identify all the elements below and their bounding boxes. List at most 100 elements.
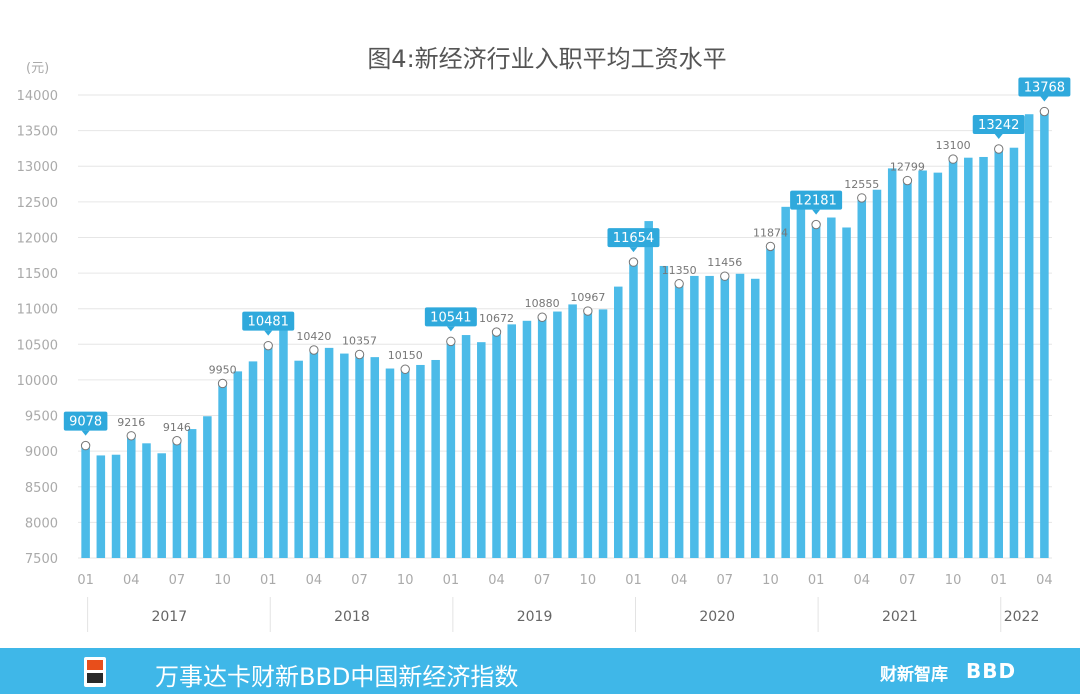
bar bbox=[279, 325, 288, 558]
data-label: 12555 bbox=[844, 178, 879, 191]
data-point-marker bbox=[994, 144, 1004, 154]
bar bbox=[172, 440, 182, 558]
bar bbox=[644, 221, 653, 558]
chart-title: 图4:新经济行业入职平均工资水平 bbox=[367, 45, 726, 73]
y-tick-label: 9000 bbox=[25, 445, 58, 460]
bbd-logo: BBD bbox=[966, 659, 1017, 683]
year-label: 2020 bbox=[699, 609, 735, 625]
bar bbox=[507, 324, 516, 558]
bar bbox=[340, 353, 349, 558]
data-label: 11350 bbox=[662, 264, 697, 277]
bar bbox=[979, 156, 988, 558]
data-point-marker bbox=[948, 154, 958, 164]
x-tick-label: 10 bbox=[945, 573, 962, 588]
x-tick-label: 04 bbox=[488, 573, 505, 588]
bar bbox=[385, 368, 395, 558]
highlight-data-label: 10481 bbox=[248, 315, 289, 330]
bar bbox=[720, 276, 730, 558]
bar bbox=[1024, 114, 1034, 559]
y-tick-label: 12500 bbox=[17, 196, 58, 211]
x-tick-label: 07 bbox=[534, 573, 551, 588]
data-point-marker bbox=[765, 241, 776, 252]
x-tick-label: 07 bbox=[899, 573, 916, 588]
bar bbox=[796, 199, 806, 558]
bar bbox=[248, 361, 258, 558]
data-label: 10357 bbox=[342, 334, 377, 347]
x-tick-label: 01 bbox=[77, 573, 94, 588]
bar bbox=[416, 364, 425, 558]
bar bbox=[629, 262, 638, 558]
x-tick-label: 10 bbox=[397, 573, 414, 588]
bar bbox=[964, 157, 973, 558]
y-tick-label: 10500 bbox=[17, 338, 58, 353]
bar bbox=[81, 445, 90, 558]
bar bbox=[553, 311, 562, 558]
highlight-label-pointer bbox=[81, 430, 90, 436]
bar bbox=[187, 429, 197, 558]
highlight-label-box bbox=[242, 311, 295, 331]
bars-layer bbox=[81, 111, 1049, 559]
x-tick-label: 10 bbox=[214, 573, 231, 588]
bar bbox=[994, 148, 1003, 558]
bar bbox=[842, 227, 851, 558]
bar bbox=[157, 453, 166, 558]
bar bbox=[400, 369, 410, 558]
data-point-marker bbox=[354, 349, 365, 360]
data-point-marker bbox=[628, 257, 639, 267]
highlight-data-label: 11654 bbox=[613, 231, 654, 246]
highlight-label-pointer bbox=[1040, 96, 1049, 102]
highlight-label-box bbox=[424, 307, 477, 327]
data-label: 10150 bbox=[388, 349, 423, 362]
bar bbox=[218, 383, 227, 558]
x-tick-label: 07 bbox=[717, 573, 734, 588]
bar bbox=[127, 435, 136, 558]
bar bbox=[370, 357, 380, 558]
data-point-marker bbox=[811, 219, 821, 230]
y-tick-label: 13500 bbox=[17, 125, 58, 140]
x-tick-label: 10 bbox=[762, 573, 779, 588]
highlight-label-pointer bbox=[994, 133, 1003, 139]
data-point-marker bbox=[857, 193, 867, 203]
data-point-marker bbox=[491, 327, 502, 337]
y-tick-label: 9500 bbox=[25, 410, 58, 425]
data-point-marker bbox=[902, 175, 913, 186]
bar bbox=[142, 443, 151, 558]
highlight-label-pointer bbox=[629, 247, 638, 253]
chart: 图4:新经济行业入职平均工资水平 (元) 7500 8000 8500 9000 950… bbox=[17, 45, 1071, 632]
bar bbox=[263, 345, 273, 558]
bar bbox=[735, 273, 745, 558]
bar bbox=[827, 217, 836, 559]
data-point-marker bbox=[537, 312, 547, 322]
x-tick-label: 01 bbox=[443, 573, 460, 588]
y-tick-label: 11000 bbox=[17, 303, 58, 318]
annotations-layer: 9078 9216 9146 9950 10481 10420 10357 10150 1054… bbox=[63, 77, 1071, 451]
bar bbox=[857, 197, 867, 558]
highlight-label-pointer bbox=[446, 326, 455, 332]
bar bbox=[492, 332, 501, 558]
bar bbox=[903, 180, 912, 558]
x-tick-label: 07 bbox=[169, 573, 186, 588]
bar bbox=[477, 342, 486, 558]
data-label: 11456 bbox=[707, 256, 742, 269]
bar bbox=[96, 455, 106, 558]
x-tick-label: 01 bbox=[808, 573, 825, 588]
bar bbox=[111, 454, 121, 558]
highlight-data-label: 10541 bbox=[430, 310, 471, 325]
data-point-marker bbox=[720, 271, 730, 281]
bar bbox=[294, 360, 303, 558]
data-label: 9950 bbox=[209, 363, 237, 376]
bar bbox=[659, 265, 669, 558]
highlight-data-label: 9078 bbox=[69, 415, 102, 430]
data-label: 12799 bbox=[890, 161, 925, 174]
data-point-marker bbox=[674, 279, 684, 289]
bar bbox=[781, 206, 790, 558]
data-point-marker bbox=[172, 436, 182, 446]
data-point-marker bbox=[263, 340, 273, 351]
data-label: 11874 bbox=[753, 226, 788, 239]
y-tick-label: 8500 bbox=[25, 481, 58, 496]
data-label: 10880 bbox=[525, 297, 560, 310]
x-tick-label: 04 bbox=[123, 573, 140, 588]
x-axis: 01 04 07 10 01 04 07 10 01 04 07 10 01 04 07 10 01 04 07 10… bbox=[77, 573, 1053, 632]
y-tick-label: 10000 bbox=[17, 374, 58, 389]
x-tick-label: 04 bbox=[671, 573, 688, 588]
